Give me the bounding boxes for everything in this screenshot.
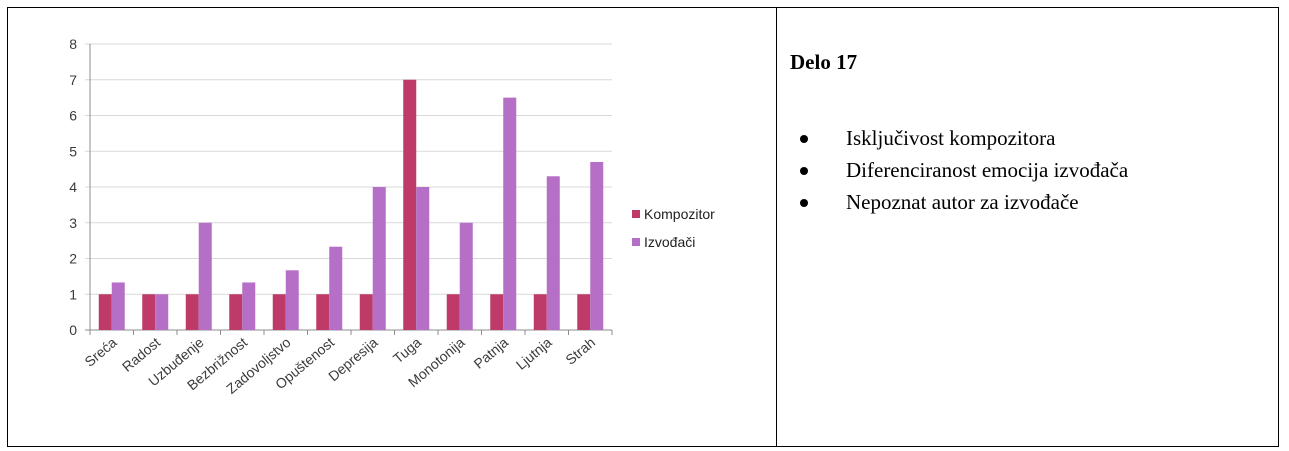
- bullet-text: Diferenciranost emocija izvođača: [846, 158, 1129, 182]
- text-cell: Delo 17 Isključivost kompozitora Diferen…: [790, 50, 1270, 219]
- bar-kompozitor: [403, 79, 417, 330]
- x-tick-label: Patnja: [470, 334, 511, 372]
- bar-izvođači: [198, 222, 212, 330]
- bar-kompozitor: [359, 294, 373, 330]
- y-tick-label: 3: [69, 215, 77, 231]
- table-frame: [7, 7, 1279, 447]
- bar-kompozitor: [446, 294, 460, 330]
- bar-izvođači: [155, 294, 169, 330]
- chart-cell: 0 1 2 3 4 5 6 7 8 Sreća Radost Uzbuđenje Bezbrižnost…: [8, 8, 776, 446]
- bullet-text: Nepoznat autor za izvođače: [846, 190, 1079, 214]
- y-tick-label: 7: [69, 72, 77, 88]
- bar-kompozitor: [577, 294, 591, 330]
- bar-izvođači: [329, 246, 343, 330]
- bar-kompozitor: [533, 294, 547, 330]
- bullet-item: Diferenciranost emocija izvođača: [790, 155, 1270, 185]
- legend-label: Izvođači: [644, 234, 695, 250]
- bar-izvođači: [242, 282, 256, 330]
- bar-izvođači: [285, 270, 299, 330]
- bullet-item: Nepoznat autor za izvođače: [790, 187, 1270, 217]
- x-tick-label: Sreća: [81, 334, 119, 370]
- y-tick-label: 2: [69, 251, 77, 267]
- y-tick-label: 6: [69, 108, 77, 124]
- legend-swatch: [632, 238, 640, 246]
- bullet-item: Isključivost kompozitora: [790, 123, 1270, 153]
- bullet-text: Isključivost kompozitora: [846, 126, 1056, 150]
- bullet-icon: [800, 167, 808, 175]
- bar-kompozitor: [185, 294, 199, 330]
- bar-izvođači: [372, 187, 386, 330]
- legend-label: Kompozitor: [644, 206, 715, 222]
- bullet-icon: [800, 199, 808, 207]
- x-tick-label: Tuga: [390, 334, 424, 367]
- x-tick-label: Depresija: [325, 334, 381, 384]
- bullet-list: Isključivost kompozitora Diferenciranost…: [790, 123, 1270, 217]
- bar-kompozitor: [142, 294, 156, 330]
- y-tick-label: 8: [69, 36, 77, 52]
- bar-izvođači: [111, 282, 125, 330]
- bar-kompozitor: [316, 294, 330, 330]
- bar-izvođači: [546, 176, 560, 330]
- panel-heading: Delo 17: [790, 50, 858, 74]
- table-divider: [776, 7, 777, 447]
- x-tick-label: Strah: [562, 334, 598, 368]
- bar-izvođači: [459, 222, 473, 330]
- bar-kompozitor: [98, 294, 112, 330]
- legend-swatch: [632, 210, 640, 218]
- bar-izvođači: [590, 161, 604, 330]
- y-tick-label: 0: [69, 322, 77, 338]
- bar-kompozitor: [490, 294, 504, 330]
- y-tick-label: 4: [69, 179, 77, 195]
- x-tick-label: Ljutnja: [513, 334, 555, 373]
- bar-kompozitor: [229, 294, 243, 330]
- bullet-icon: [800, 135, 808, 143]
- y-tick-label: 1: [69, 286, 77, 302]
- bar-izvođači: [416, 187, 430, 330]
- bar-kompozitor: [272, 294, 286, 330]
- y-tick-label: 5: [69, 143, 77, 159]
- bar-izvođači: [503, 97, 517, 330]
